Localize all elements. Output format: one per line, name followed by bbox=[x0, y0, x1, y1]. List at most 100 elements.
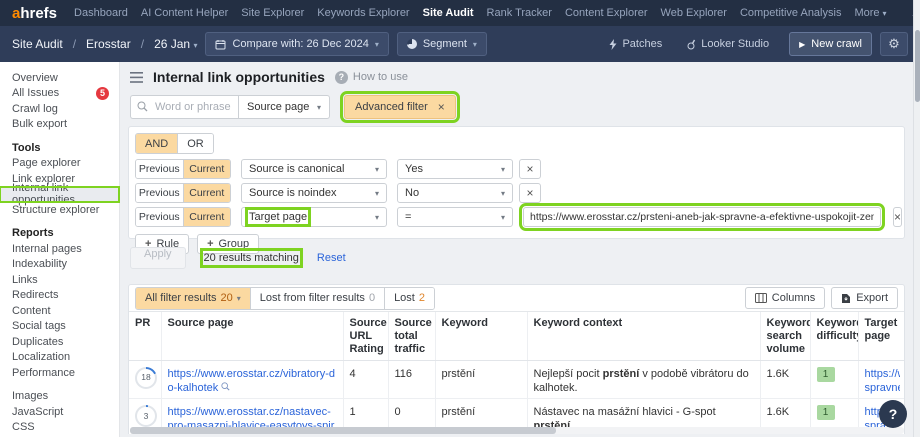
horizontal-scrollbar[interactable] bbox=[130, 427, 904, 434]
col-header-source-page[interactable]: Source page bbox=[160, 312, 343, 361]
hamburger-menu-icon[interactable] bbox=[130, 71, 143, 83]
breadcrumb-project[interactable]: Erosstar bbox=[86, 37, 131, 51]
compare-with-button[interactable]: Compare with: 26 Dec 2024 ▾ bbox=[205, 32, 389, 56]
chevron-down-icon: ▾ bbox=[374, 39, 379, 49]
previous-button[interactable]: Previous bbox=[136, 184, 183, 202]
advanced-filter-button[interactable]: Advanced filter × bbox=[340, 91, 460, 123]
quick-filter-row: Source page ▾ Advanced filter × bbox=[130, 91, 460, 123]
sidebar-item-indexability[interactable]: Indexability bbox=[12, 258, 68, 271]
nav-item-competitive-analysis[interactable]: Competitive Analysis bbox=[739, 7, 842, 19]
remove-rule-button[interactable]: × bbox=[893, 207, 903, 227]
sidebar-item-page-explorer[interactable]: Page explorer bbox=[12, 157, 81, 170]
breadcrumb-site-audit[interactable]: Site Audit bbox=[12, 37, 63, 51]
export-button[interactable]: Export bbox=[831, 287, 898, 309]
difficulty-badge: 1 bbox=[816, 366, 835, 382]
help-fab-button[interactable]: ? bbox=[879, 400, 907, 428]
sidebar-item-performance[interactable]: Performance bbox=[12, 366, 75, 379]
page-rating-value: 18 bbox=[137, 368, 155, 387]
search-icon bbox=[137, 101, 148, 112]
search-input[interactable] bbox=[130, 95, 238, 119]
col-header-pr[interactable]: PR bbox=[129, 312, 161, 361]
new-crawl-button[interactable]: ▶ New crawl bbox=[789, 32, 872, 56]
looker-studio-button[interactable]: Looker Studio bbox=[678, 38, 777, 50]
sidebar-item-links[interactable]: Links bbox=[12, 273, 38, 286]
remove-rule-button[interactable]: × bbox=[519, 159, 541, 179]
nav-item-dashboard[interactable]: Dashboard bbox=[74, 7, 128, 19]
rule-operator-select[interactable]: = ▾ bbox=[397, 207, 513, 227]
sidebar-item-css[interactable]: CSS bbox=[12, 421, 35, 434]
vertical-scrollbar-thumb[interactable] bbox=[915, 30, 920, 102]
sidebar-item-link-explorer[interactable]: Link explorer bbox=[12, 172, 75, 185]
play-icon: ▶ bbox=[799, 39, 806, 49]
sidebar-item-crawl-log[interactable]: Crawl log bbox=[12, 102, 58, 115]
settings-button[interactable]: ⚙ bbox=[880, 32, 908, 56]
previous-button[interactable]: Previous bbox=[136, 208, 183, 226]
remove-rule-button[interactable]: × bbox=[519, 183, 541, 203]
sidebar-item-bulk-export[interactable]: Bulk export bbox=[12, 118, 68, 131]
nav-item-more[interactable]: More ▾ bbox=[854, 7, 886, 19]
add-group-button[interactable]: + Group bbox=[197, 234, 260, 254]
rule-value-input[interactable] bbox=[519, 203, 885, 231]
segment-button[interactable]: Segment ▾ bbox=[396, 32, 487, 56]
tab-all-filter-results[interactable]: All filter results 20 ▾ bbox=[136, 287, 250, 309]
col-header-target-page[interactable]: Target page bbox=[857, 312, 904, 361]
logic-and-button[interactable]: AND bbox=[136, 134, 178, 153]
col-header-source-url-rating[interactable]: Source URL Rating bbox=[342, 312, 388, 361]
target-page-link[interactable]: spravne-a- bbox=[864, 381, 901, 394]
rule-operator-select[interactable]: No ▾ bbox=[397, 183, 513, 203]
close-icon[interactable]: × bbox=[437, 100, 445, 114]
col-header-keyword[interactable]: Keyword bbox=[434, 312, 527, 361]
col-header-keyword-search-volume[interactable]: Keyword search volume bbox=[759, 312, 810, 361]
sidebar-item-structure-explorer[interactable]: Structure explorer bbox=[12, 203, 100, 216]
sidebar-item-duplicates[interactable]: Duplicates bbox=[12, 335, 64, 348]
nav-item-rank-tracker[interactable]: Rank Tracker bbox=[486, 7, 552, 19]
nav-item-ai-content-helper[interactable]: AI Content Helper bbox=[140, 7, 229, 19]
col-header-keyword-context[interactable]: Keyword context bbox=[526, 312, 760, 361]
how-to-use-link[interactable]: ? How to use bbox=[334, 70, 408, 84]
sidebar-item-all-issues[interactable]: All Issues 5 bbox=[0, 86, 119, 102]
nav-item-content-explorer[interactable]: Content Explorer bbox=[564, 7, 648, 19]
rule-operator-select[interactable]: Yes ▾ bbox=[397, 159, 513, 179]
col-header-source-total-traffic[interactable]: Source total traffic bbox=[387, 312, 435, 361]
sidebar-item-overview[interactable]: Overview bbox=[12, 71, 58, 84]
current-button[interactable]: Current bbox=[182, 184, 230, 202]
inspect-search-icon[interactable] bbox=[221, 382, 230, 391]
apply-button[interactable]: Apply bbox=[130, 247, 186, 269]
breadcrumb-crawl-date-dropdown[interactable]: 26 Jan ▾ bbox=[154, 37, 197, 51]
sidebar-item-localization[interactable]: Localization bbox=[12, 351, 71, 364]
rule-field-select-target-page[interactable]: Target page ▾ bbox=[241, 207, 387, 227]
logic-or-button[interactable]: OR bbox=[177, 134, 213, 153]
advanced-filter-panel: AND OR Previous Current Source is canoni… bbox=[128, 126, 905, 254]
columns-button[interactable]: Columns bbox=[744, 287, 826, 309]
sidebar-item-internal-pages[interactable]: Internal pages bbox=[12, 242, 82, 255]
tab-lost[interactable]: Lost 2 bbox=[384, 287, 434, 309]
rule-field-select[interactable]: Source is noindex ▾ bbox=[241, 183, 387, 203]
reset-link[interactable]: Reset bbox=[316, 252, 346, 264]
nav-item-site-explorer[interactable]: Site Explorer bbox=[241, 7, 305, 19]
current-button[interactable]: Current bbox=[182, 160, 230, 178]
tab-lost-from-filter-results[interactable]: Lost from filter results 0 bbox=[249, 287, 385, 309]
sidebar: Overview All Issues 5 Crawl log Bulk exp… bbox=[0, 62, 120, 437]
search-scope-select[interactable]: Source page ▾ bbox=[238, 95, 330, 119]
export-label: Export bbox=[856, 292, 888, 304]
target-page-link[interactable]: https://www bbox=[864, 367, 901, 380]
sidebar-item-internal-link-opportunities[interactable]: Internal link opportunities bbox=[0, 182, 120, 206]
source-page-link[interactable]: https://www.erosstar.cz/vibratory-do-kal… bbox=[167, 367, 336, 394]
sidebar-item-content[interactable]: Content bbox=[12, 304, 51, 317]
sidebar-item-images[interactable]: Images bbox=[12, 390, 49, 403]
nav-item-keywords-explorer[interactable]: Keywords Explorer bbox=[317, 7, 410, 19]
col-header-keyword-difficulty[interactable]: Keyword difficulty bbox=[809, 312, 858, 361]
rule-field-select[interactable]: Source is canonical ▾ bbox=[241, 159, 387, 179]
nav-item-site-audit[interactable]: Site Audit bbox=[422, 7, 474, 19]
horizontal-scrollbar-thumb[interactable] bbox=[130, 427, 556, 434]
previous-button[interactable]: Previous bbox=[136, 160, 183, 178]
ahrefs-logo[interactable]: ahrefs bbox=[12, 5, 57, 22]
sidebar-item-redirects[interactable]: Redirects bbox=[12, 289, 59, 302]
sidebar-item-social-tags[interactable]: Social tags bbox=[12, 320, 66, 333]
patches-button[interactable]: Patches bbox=[601, 38, 670, 50]
chevron-down-icon: ▾ bbox=[882, 8, 887, 18]
sidebar-item-javascript[interactable]: JavaScript bbox=[12, 405, 64, 418]
nav-item-web-explorer[interactable]: Web Explorer bbox=[660, 7, 727, 19]
current-button[interactable]: Current bbox=[182, 208, 230, 226]
vertical-scrollbar[interactable] bbox=[913, 0, 920, 437]
